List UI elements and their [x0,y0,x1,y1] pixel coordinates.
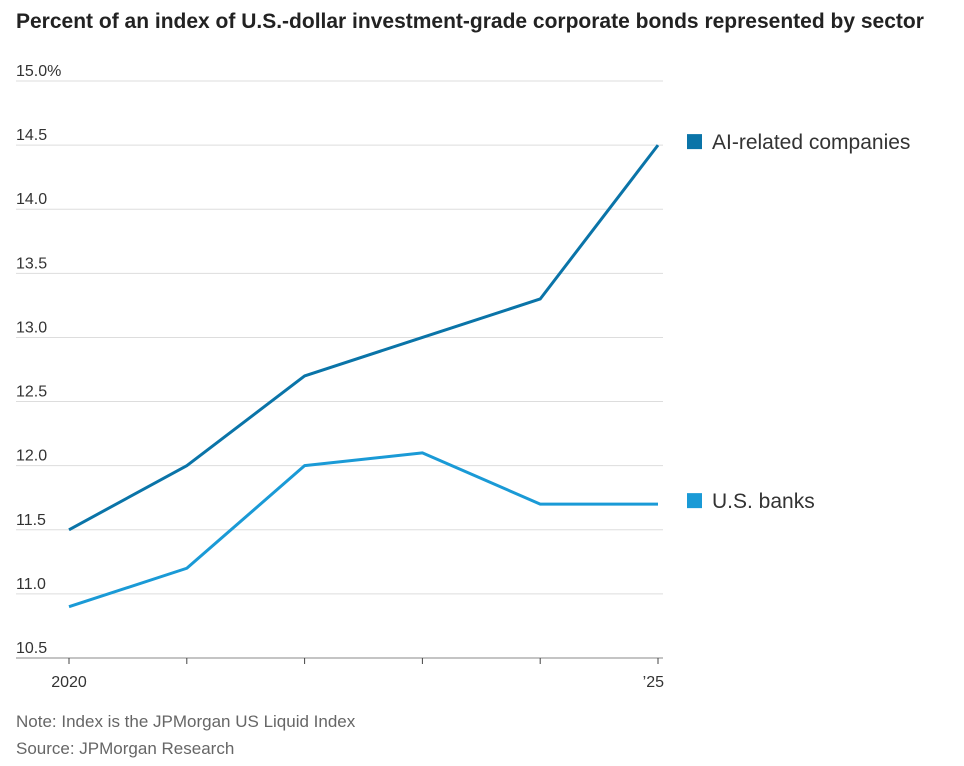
x-tick-label: 2020 [51,674,87,691]
y-tick-label: 14.0 [16,191,47,208]
legend-swatch-us-banks [687,493,702,509]
y-tick-label: 15.0% [16,63,61,80]
chart-note: Note: Index is the JPMorgan US Liquid In… [16,712,356,731]
y-tick-label: 10.5 [16,640,47,657]
y-tick-label: 11.0 [16,576,46,593]
series-line-ai-related-companies [68,144,660,532]
y-tick-label: 12.0 [16,448,47,465]
y-tick-label: 14.5 [16,127,47,144]
legend-label-us-banks: U.S. banks [712,490,815,513]
chart-title: Percent of an index of U.S.-dollar inves… [16,10,924,33]
legend-label-ai-related-companies: AI-related companies [712,131,910,154]
legend-swatch-ai-related-companies [687,134,702,150]
x-tick-label: ’25 [643,674,664,691]
y-tick-label: 13.0 [16,319,47,336]
y-tick-label: 12.5 [16,384,47,401]
series-line-us-banks [68,451,658,609]
y-tick-label: 13.5 [16,255,47,272]
chart-source: Source: JPMorgan Research [16,739,235,758]
y-tick-label: 11.5 [16,512,46,529]
